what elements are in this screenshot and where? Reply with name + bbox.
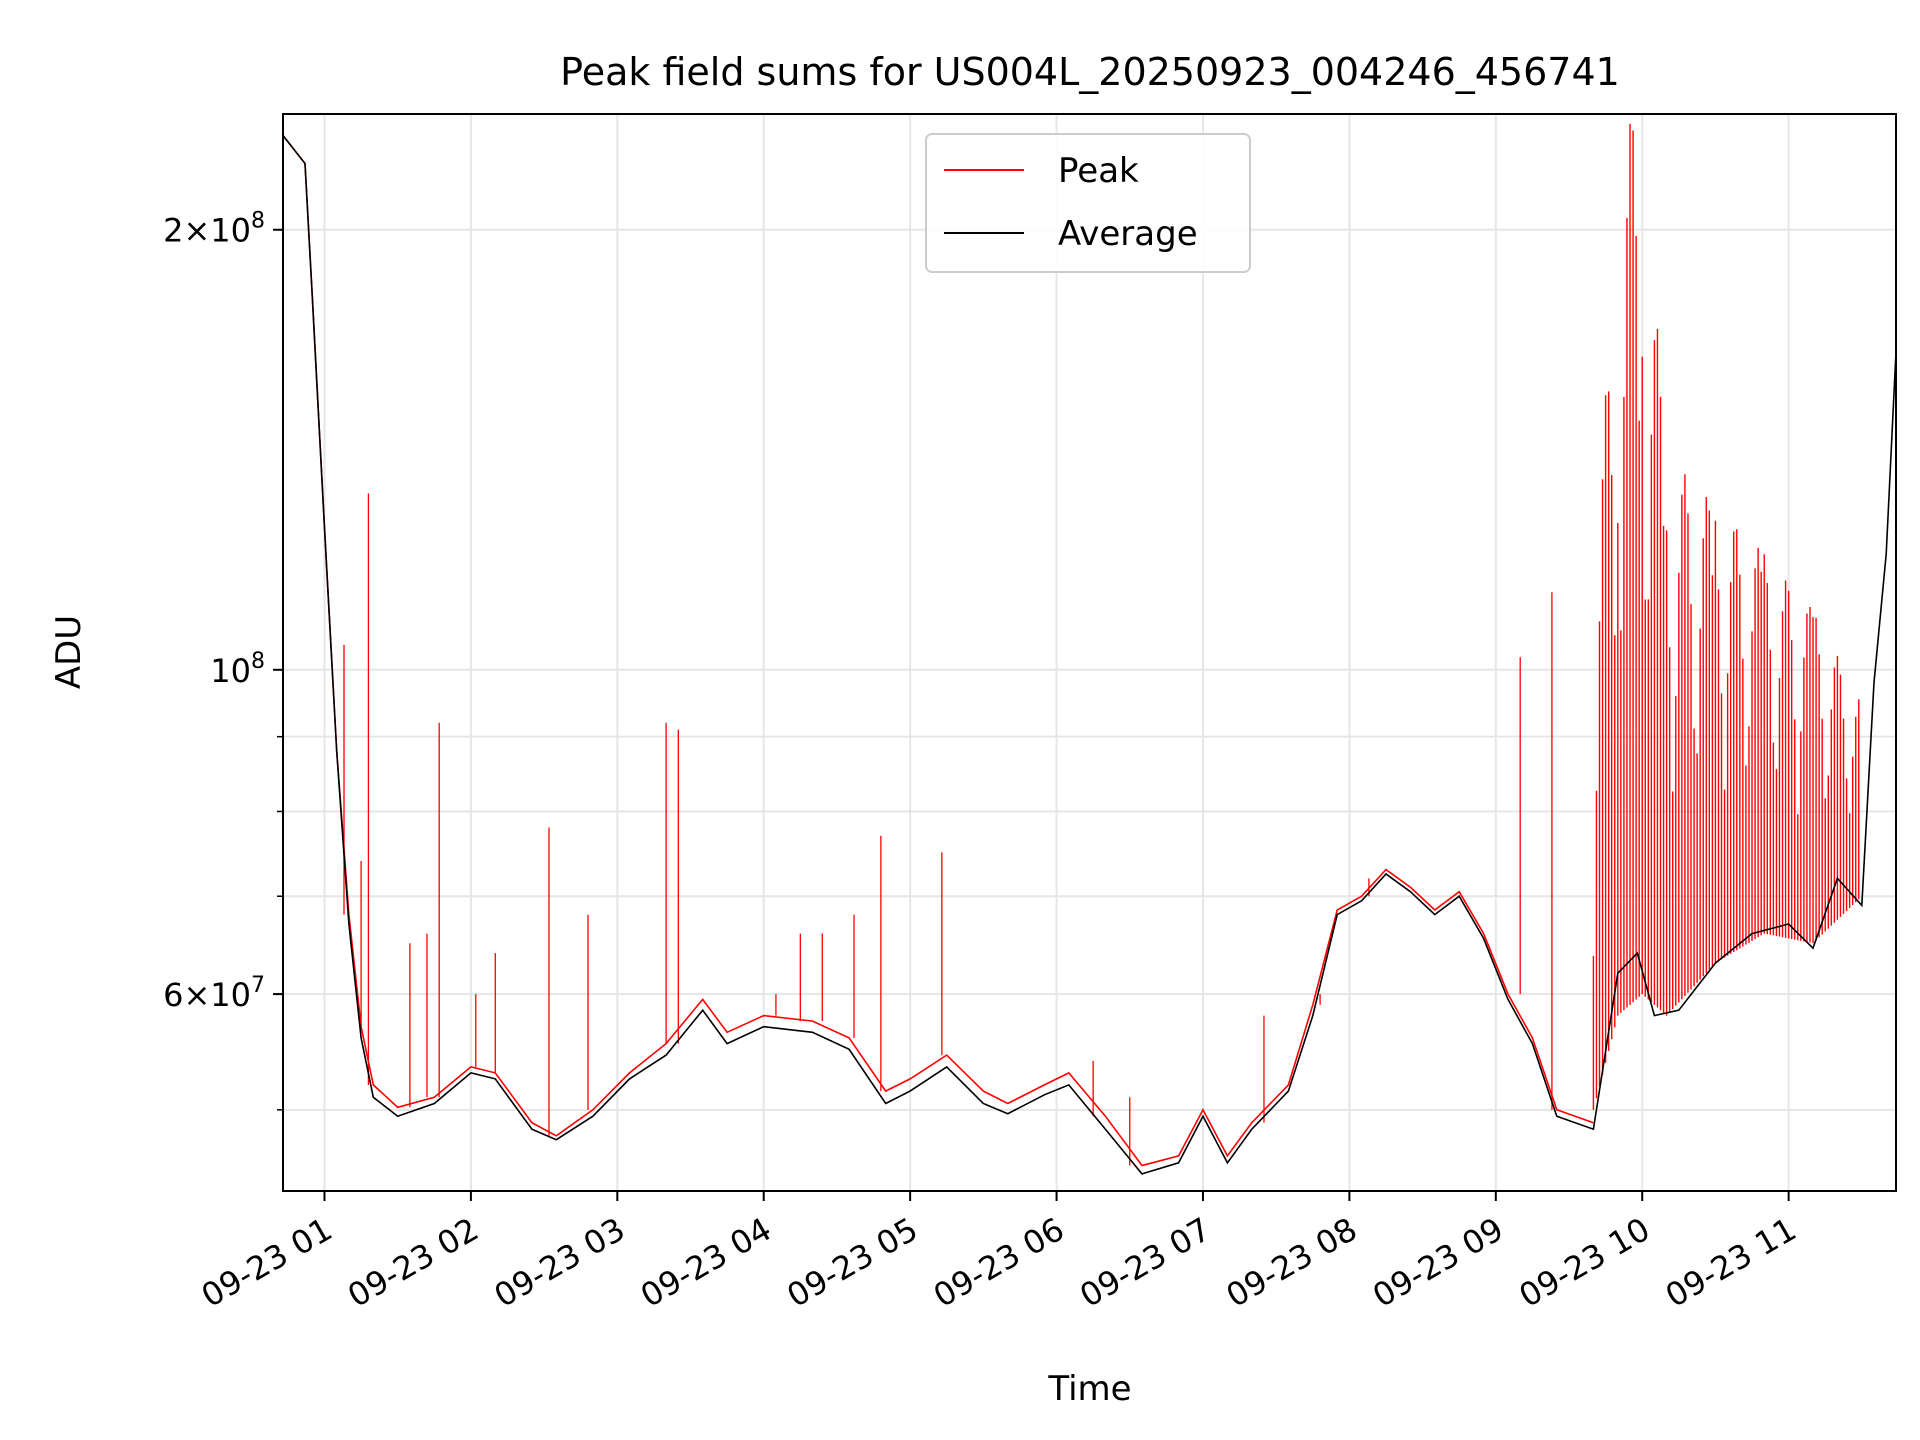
y-tick-mantissa: 2× <box>163 212 210 250</box>
peak-noise-region <box>1592 123 1860 1110</box>
y-tick-exponent: 8 <box>251 209 265 234</box>
y-tick-base: 10 <box>210 976 251 1014</box>
y-tick-base: 10 <box>210 652 251 690</box>
series-line-average <box>282 135 1897 1175</box>
legend-label-peak: Peak <box>1058 151 1139 191</box>
legend-box <box>925 133 1251 273</box>
series-line-peak <box>282 135 1594 1167</box>
y-tick-base: 10 <box>210 212 251 250</box>
y-tick-label: 108 <box>210 649 265 690</box>
y-tick-exponent: 7 <box>251 973 265 998</box>
x-axis-label: Time <box>1047 1369 1131 1409</box>
y-tick-label: 2×108 <box>163 209 265 250</box>
y-tick-label: 6×107 <box>163 973 265 1014</box>
plot-frame <box>282 113 1897 1192</box>
y-tick-exponent: 8 <box>251 649 265 674</box>
series-group <box>282 135 1897 1175</box>
y-tick-mantissa: 6× <box>163 976 210 1014</box>
y-axis-label: ADU <box>49 615 89 689</box>
chart-title: Peak field sums for US004L_20250923_0042… <box>560 50 1620 94</box>
legend-label-average: Average <box>1058 214 1198 254</box>
legend: Peak Average <box>925 133 1251 273</box>
